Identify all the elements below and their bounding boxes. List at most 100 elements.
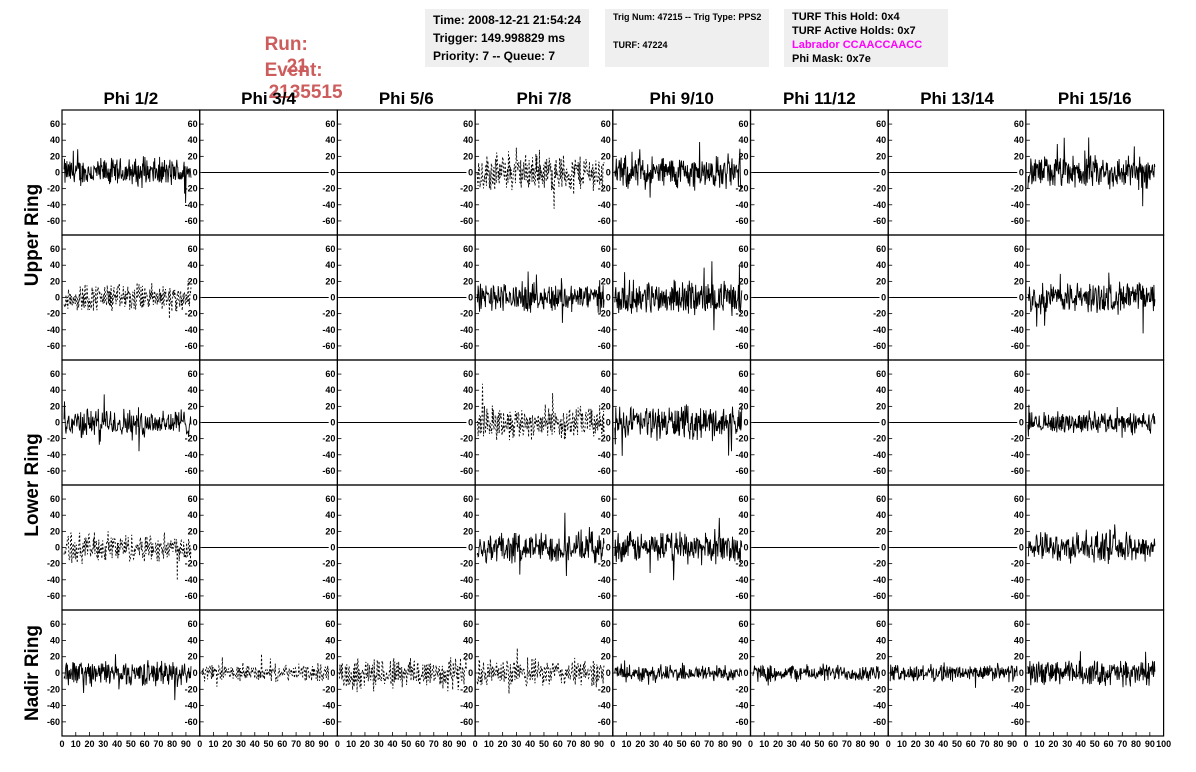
y-tick-label: -60 bbox=[460, 341, 473, 351]
y-tick-label: 60 bbox=[325, 619, 335, 629]
y-tick-label: 20 bbox=[601, 401, 611, 411]
x-tick-label: 20 bbox=[498, 739, 508, 749]
y-tick-label: -60 bbox=[185, 717, 198, 727]
y-tick-label: -60 bbox=[598, 341, 611, 351]
x-tick-label: 90 bbox=[732, 739, 742, 749]
y-tick-label: -40 bbox=[1011, 200, 1024, 210]
y-tick-label: -40 bbox=[185, 701, 198, 711]
y-tick-label: 0 bbox=[330, 168, 335, 178]
y-tick-label: -40 bbox=[185, 450, 198, 460]
y-tick-label: 60 bbox=[325, 244, 335, 254]
y-tick-label: 40 bbox=[50, 635, 60, 645]
waveform-trace-r5-c7 bbox=[889, 662, 1018, 688]
y-tick-label: 60 bbox=[738, 369, 748, 379]
y-tick-label: 0 bbox=[193, 418, 198, 428]
y-tick-label: -60 bbox=[185, 341, 198, 351]
y-tick-label: -20 bbox=[598, 309, 611, 319]
y-tick-label: -40 bbox=[322, 325, 335, 335]
phi-header-6: Phi 11/12 bbox=[783, 89, 856, 108]
y-tick-label: 20 bbox=[876, 401, 886, 411]
y-tick-label: 20 bbox=[738, 526, 748, 536]
x-tick-label: 20 bbox=[911, 739, 921, 749]
y-tick-label: 20 bbox=[325, 276, 335, 286]
x-tick-label: 20 bbox=[85, 739, 95, 749]
event-value: 2135515 bbox=[268, 82, 343, 103]
y-tick-label: 0 bbox=[193, 168, 198, 178]
y-tick-label: -20 bbox=[1011, 684, 1024, 694]
y-tick-label: 40 bbox=[1014, 385, 1024, 395]
y-tick-label: -60 bbox=[873, 717, 886, 727]
waveform-trace-r1-c1 bbox=[63, 149, 192, 204]
x-tick-label: 80 bbox=[167, 739, 177, 749]
y-tick-label: -40 bbox=[460, 701, 473, 711]
y-tick-label: -60 bbox=[47, 466, 60, 476]
y-tick-label: -20 bbox=[598, 684, 611, 694]
y-tick-label: -40 bbox=[735, 325, 748, 335]
y-tick-label: 20 bbox=[601, 652, 611, 662]
y-tick-label: -20 bbox=[598, 434, 611, 444]
y-tick-label: 40 bbox=[463, 260, 473, 270]
y-tick-label: 60 bbox=[50, 619, 60, 629]
y-tick-label: 20 bbox=[463, 526, 473, 536]
y-tick-label: -20 bbox=[873, 434, 886, 444]
y-tick-label: 60 bbox=[188, 244, 198, 254]
waveform-trace-r4-c4 bbox=[476, 512, 605, 577]
y-tick-label: -40 bbox=[460, 325, 473, 335]
y-tick-label: 40 bbox=[188, 260, 198, 270]
y-tick-label: 0 bbox=[330, 543, 335, 553]
x-tick-label: 10 bbox=[346, 739, 356, 749]
y-tick-label: 60 bbox=[876, 244, 886, 254]
y-tick-label: -20 bbox=[322, 309, 335, 319]
y-tick-label: 20 bbox=[188, 652, 198, 662]
x-tick-label: 20 bbox=[1048, 739, 1058, 749]
x-tick-label: 80 bbox=[1131, 739, 1141, 749]
y-tick-label: -20 bbox=[460, 184, 473, 194]
y-tick-label: 20 bbox=[1014, 652, 1024, 662]
y-tick-label: 20 bbox=[463, 652, 473, 662]
waveform-trace-r5-c3 bbox=[338, 657, 467, 693]
y-tick-label: -20 bbox=[460, 684, 473, 694]
ring-label-1: Upper Ring bbox=[22, 184, 43, 286]
y-tick-label: 20 bbox=[738, 276, 748, 286]
x-tick-label: 10 bbox=[484, 739, 494, 749]
y-tick-label: 0 bbox=[468, 418, 473, 428]
y-tick-label: -60 bbox=[598, 591, 611, 601]
turf-active-holds-text: TURF Active Holds: 0x7 bbox=[792, 25, 916, 37]
y-tick-label: 60 bbox=[876, 494, 886, 504]
y-tick-label: -40 bbox=[47, 200, 60, 210]
x-tick-label: 40 bbox=[250, 739, 260, 749]
x-tick-label: 30 bbox=[374, 739, 384, 749]
x-tick-label: 10 bbox=[759, 739, 769, 749]
x-tick-label: 10 bbox=[622, 739, 632, 749]
y-tick-label: -20 bbox=[873, 559, 886, 569]
y-tick-label: 40 bbox=[188, 135, 198, 145]
y-tick-label: -40 bbox=[598, 325, 611, 335]
y-tick-label: 20 bbox=[50, 652, 60, 662]
y-tick-label: -40 bbox=[322, 200, 335, 210]
y-tick-label: -20 bbox=[47, 434, 60, 444]
y-tick-label: 40 bbox=[50, 135, 60, 145]
waveform-trace-r4-c5 bbox=[614, 517, 743, 581]
x-tick-label: 50 bbox=[677, 739, 687, 749]
x-tick-label: 60 bbox=[690, 739, 700, 749]
waveform-trace-r5-c4 bbox=[476, 648, 605, 694]
waveform-trace-r5-c2 bbox=[201, 653, 330, 687]
x-tick-label: 30 bbox=[925, 739, 935, 749]
x-tick-label: 50 bbox=[952, 739, 962, 749]
y-tick-label: -40 bbox=[1011, 450, 1024, 460]
phi-header-7: Phi 13/14 bbox=[920, 89, 994, 108]
x-tick-label: 30 bbox=[236, 739, 246, 749]
y-tick-label: 0 bbox=[468, 543, 473, 553]
y-tick-label: 0 bbox=[55, 293, 60, 303]
x-tick-label: 80 bbox=[305, 739, 315, 749]
run-line: Run: 21 bbox=[254, 12, 308, 78]
y-tick-label: 20 bbox=[601, 151, 611, 161]
y-tick-label: 40 bbox=[738, 260, 748, 270]
y-tick-label: 60 bbox=[50, 119, 60, 129]
time-text: Time: 2008-12-21 21:54:24 bbox=[433, 13, 581, 27]
x-tick-label: 60 bbox=[553, 739, 563, 749]
y-tick-label: -60 bbox=[47, 717, 60, 727]
waveform-trace-r1-c8 bbox=[1027, 137, 1156, 207]
y-tick-label: 20 bbox=[738, 151, 748, 161]
